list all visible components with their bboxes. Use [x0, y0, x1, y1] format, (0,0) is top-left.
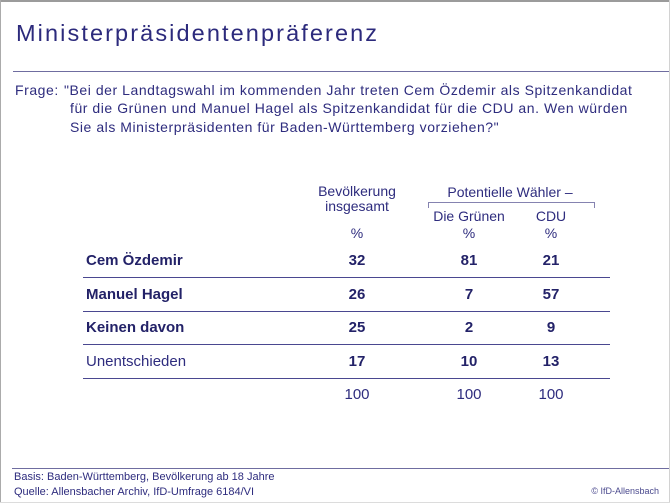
value-cell: 25: [348, 319, 366, 336]
value-cell: 10: [460, 352, 478, 370]
total-cell: 100: [456, 386, 482, 403]
total-cell: 100: [538, 386, 564, 403]
page-title: Ministerpräsidentenpräferenz: [16, 20, 380, 46]
col-header-cdu: CDU: [535, 208, 567, 224]
unit-percent: %: [544, 225, 558, 241]
question-line: für die Grünen und Manuel Hagel als Spit…: [70, 100, 628, 116]
value-cell: 2: [464, 319, 474, 336]
value-cell: 13: [542, 352, 560, 370]
question-block: Frage: "Bei der Landtagswahl im kommende…: [15, 81, 632, 137]
window-edge-left: [0, 0, 1, 503]
total-cell: 100: [344, 386, 370, 403]
copyright-note: © IfD-Allensbach: [591, 486, 659, 496]
quelle-note: Quelle: Allensbacher Archiv, IfD-Umfrage…: [14, 485, 255, 498]
row-separator: [83, 277, 610, 278]
footer-notes: Basis: Baden-Württemberg, Bevölkerung ab…: [14, 470, 274, 500]
col-header-greens: Die Grünen: [433, 208, 505, 224]
col-header-population: Bevölkerung insgesamt: [318, 183, 396, 214]
col-group-potential-voters: Potentielle Wähler –: [447, 184, 573, 200]
row-separator: [83, 310, 610, 312]
footer-rule: [12, 468, 669, 469]
value-cell: 17: [348, 352, 366, 370]
row-separator: [83, 344, 610, 345]
value-cell: 81: [460, 252, 478, 269]
value-cell: 32: [348, 252, 366, 269]
unit-percent: %: [350, 225, 364, 241]
title-rule: [13, 71, 669, 72]
basis-note: Basis: Baden-Württemberg, Bevölkerung ab…: [14, 470, 275, 483]
question-line: Sie als Ministerpräsidenten für Baden-Wü…: [70, 118, 500, 135]
question-text: "Bei der Landtagswahl im kommenden Jahr …: [64, 81, 632, 137]
row-label: Unentschieden: [86, 352, 187, 370]
unit-percent: %: [462, 225, 476, 241]
value-cell: 9: [546, 319, 556, 336]
value-cell: 7: [464, 285, 474, 303]
row-label: Manuel Hagel: [86, 285, 183, 303]
value-cell: 26: [348, 285, 366, 303]
row-separator: [83, 377, 610, 379]
row-label: Cem Özdemir: [86, 252, 183, 269]
question-line: "Bei der Landtagswahl im kommenden Jahr …: [64, 81, 633, 98]
row-label: Keinen davon: [86, 319, 185, 336]
question-label: Frage:: [15, 81, 59, 98]
value-cell: 21: [542, 252, 560, 269]
potential-voters-bracket: [428, 202, 595, 208]
window-edge-top: [0, 0, 670, 2]
value-cell: 57: [542, 285, 560, 303]
